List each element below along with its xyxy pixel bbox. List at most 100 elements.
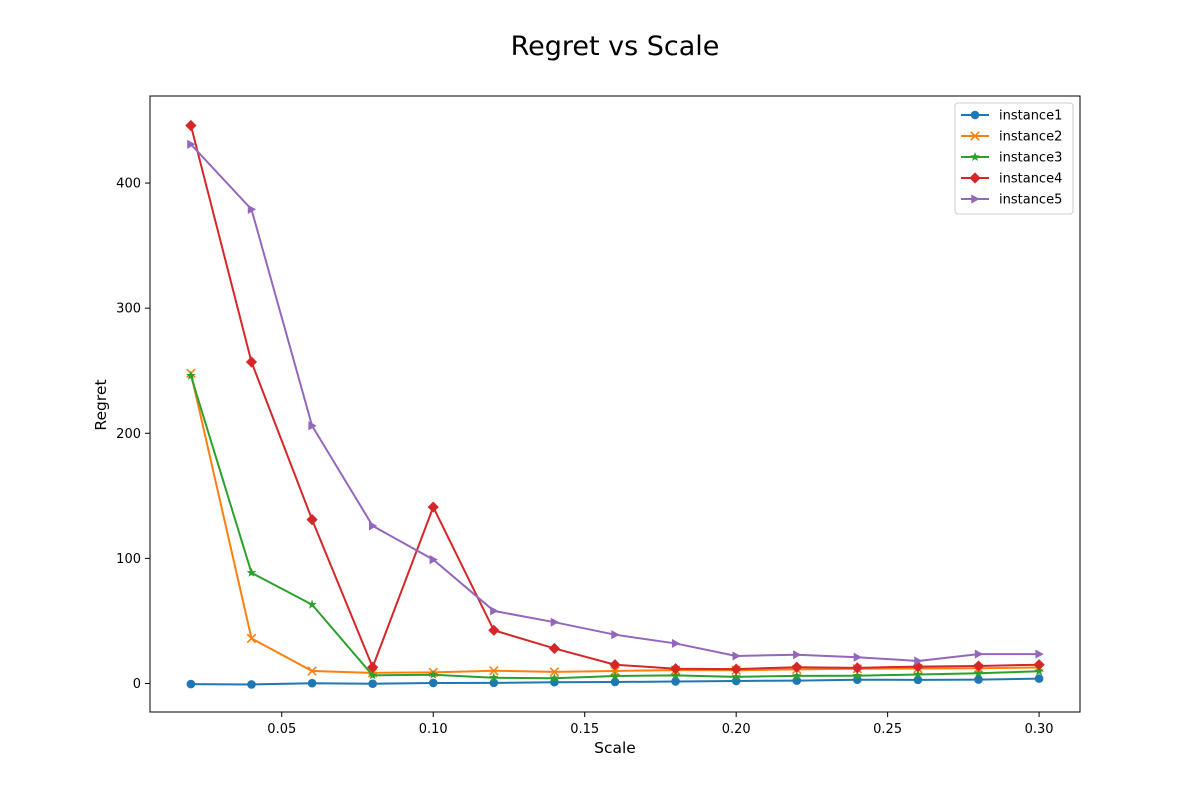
- axes: 0.05 0.10 0.15 0.20 0.25 0.30 0 100 200 300 400: [116, 95, 1081, 737]
- legend-item-instance1: instance1: [961, 109, 1062, 124]
- data-point-instance5: [732, 651, 741, 661]
- data-point-instance3: [610, 670, 620, 681]
- data-point-instance1: [307, 678, 317, 688]
- data-point-instance2: [307, 666, 317, 676]
- data-point-instance5: [1035, 649, 1044, 659]
- data-point-instance4: [185, 119, 197, 132]
- chart-title: Regret vs Scale: [511, 31, 720, 62]
- series-instance1: [186, 674, 1044, 689]
- data-point-instance3: [489, 672, 499, 682]
- data-point-instance2: [246, 633, 257, 644]
- y-tick-label: 0: [133, 677, 141, 692]
- legend-item-instance4: instance4: [961, 172, 1062, 187]
- series-instance5: [187, 139, 1044, 666]
- data-point-instance1: [974, 675, 983, 684]
- data-point-instance4: [609, 659, 621, 671]
- data-point-instance5: [853, 652, 862, 662]
- x-tick-label: 0.05: [267, 722, 296, 737]
- data-point-instance5: [368, 521, 378, 531]
- legend-label: instance5: [999, 193, 1062, 208]
- x-tick-label: 0.30: [1025, 722, 1054, 737]
- plot-area: [185, 119, 1045, 689]
- data-point-instance5: [429, 555, 438, 565]
- data-point-instance5: [974, 649, 984, 659]
- x-tick-label: 0.20: [722, 722, 751, 737]
- data-point-instance1: [428, 678, 438, 688]
- legend-label: instance2: [999, 130, 1062, 145]
- data-point-instance5: [247, 204, 257, 214]
- data-point-instance1: [247, 680, 256, 689]
- legend-marker-instance4: [969, 172, 981, 184]
- data-point-instance1: [368, 679, 377, 689]
- data-point-instance4: [367, 661, 379, 673]
- data-point-instance5: [490, 606, 499, 616]
- data-point-instance3: [307, 599, 317, 609]
- data-point-instance1: [671, 677, 680, 686]
- data-point-instance2: [489, 665, 499, 676]
- data-point-instance1: [1034, 674, 1044, 683]
- data-point-instance5: [308, 421, 317, 431]
- data-point-instance3: [246, 567, 257, 577]
- series-instance2: [186, 368, 1044, 678]
- legend-box: [954, 102, 1074, 215]
- series-line-instance5: [190, 143, 1040, 662]
- series-line-instance2: [189, 373, 1040, 674]
- data-point-instance4: [851, 662, 863, 674]
- data-point-instance1: [913, 675, 923, 685]
- x-tick-label: 0.15: [570, 722, 599, 737]
- legend-marker-instance5: [971, 194, 980, 204]
- data-point-instance4: [488, 624, 500, 636]
- y-tick-label: 400: [116, 177, 141, 192]
- legend-marker-instance2: [970, 131, 980, 141]
- data-point-instance3: [367, 670, 378, 680]
- data-point-instance3: [792, 670, 802, 680]
- data-point-instance3: [913, 669, 923, 679]
- data-point-instance3: [1034, 666, 1044, 676]
- legend-label: instance1: [999, 109, 1062, 124]
- legend-item-instance3: instance3: [961, 151, 1062, 166]
- data-point-instance4: [972, 660, 985, 672]
- x-axis-label: Scale: [594, 739, 636, 757]
- data-point-instance1: [489, 678, 499, 688]
- y-axis-label: Regret: [92, 379, 110, 430]
- data-point-instance5: [187, 139, 196, 149]
- data-point-instance3: [852, 670, 863, 680]
- data-point-instance3: [731, 671, 741, 681]
- data-point-instance3: [973, 668, 984, 678]
- series-line-instance4: [189, 125, 1040, 671]
- data-point-instance3: [428, 669, 438, 679]
- legend-marker-instance3: [970, 152, 980, 162]
- data-point-instance4: [245, 356, 258, 368]
- legend-item-instance2: instance2: [961, 130, 1062, 145]
- legend-label: instance4: [999, 172, 1062, 187]
- data-point-instance5: [611, 630, 620, 640]
- x-tick-label: 0.10: [419, 722, 448, 737]
- data-point-instance4: [427, 501, 439, 513]
- data-point-instance4: [1033, 659, 1045, 671]
- data-point-instance5: [793, 650, 802, 660]
- data-point-instance4: [548, 642, 561, 655]
- legend-marker-instance1: [970, 110, 980, 120]
- data-point-instance4: [791, 661, 803, 673]
- data-point-instance4: [306, 513, 318, 526]
- data-point-instance5: [550, 617, 560, 627]
- series-instance4: [185, 119, 1045, 675]
- y-tick-label: 300: [116, 302, 141, 317]
- data-point-instance4: [669, 663, 682, 675]
- y-tick-label: 200: [116, 427, 141, 442]
- y-tick-label: 100: [116, 552, 141, 567]
- plot-frame: [149, 95, 1081, 713]
- x-tick-label: 0.25: [873, 722, 902, 737]
- series-instance3: [186, 370, 1044, 683]
- data-point-instance5: [671, 638, 681, 649]
- data-point-instance2: [549, 667, 560, 677]
- legend: instance1 instance2 instance3 instance4 inst…: [954, 102, 1074, 215]
- data-point-instance2: [610, 666, 620, 676]
- legend-item-instance5: instance5: [961, 193, 1062, 208]
- data-point-instance3: [670, 670, 681, 680]
- legend-label: instance3: [999, 151, 1062, 166]
- data-point-instance1: [186, 679, 196, 689]
- data-point-instance4: [730, 663, 742, 675]
- data-point-instance3: [186, 370, 196, 380]
